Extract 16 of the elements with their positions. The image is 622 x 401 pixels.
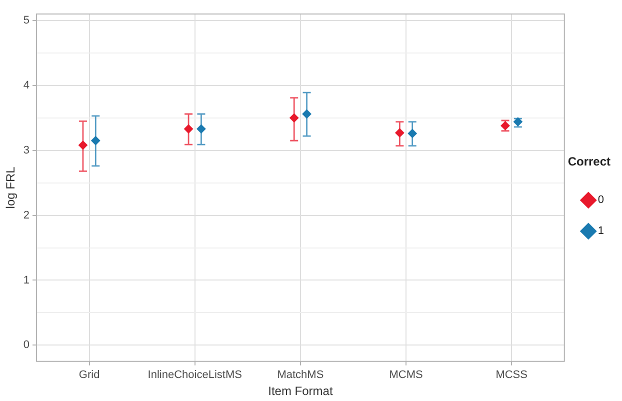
- x-axis-title: Item Format: [268, 384, 334, 398]
- y-tick-label: 4: [23, 79, 30, 92]
- legend-title: Correct: [568, 154, 611, 169]
- legend-label: 1: [598, 225, 604, 238]
- y-tick-label: 0: [23, 339, 30, 352]
- y-axis-title: log FRL: [4, 166, 18, 209]
- x-tick-label: MCMS: [389, 369, 423, 382]
- x-tick-label: MCSS: [496, 369, 528, 382]
- y-tick-label: 2: [23, 209, 30, 222]
- y-tick-label: 1: [23, 274, 30, 286]
- y-tick-label: 3: [23, 144, 30, 156]
- legend-label: 0: [598, 194, 604, 206]
- y-tick-label: 5: [23, 14, 30, 27]
- x-tick-label: MatchMS: [277, 369, 324, 382]
- x-tick-label: InlineChoiceListMS: [148, 369, 242, 382]
- x-tick-label: Grid: [78, 369, 100, 382]
